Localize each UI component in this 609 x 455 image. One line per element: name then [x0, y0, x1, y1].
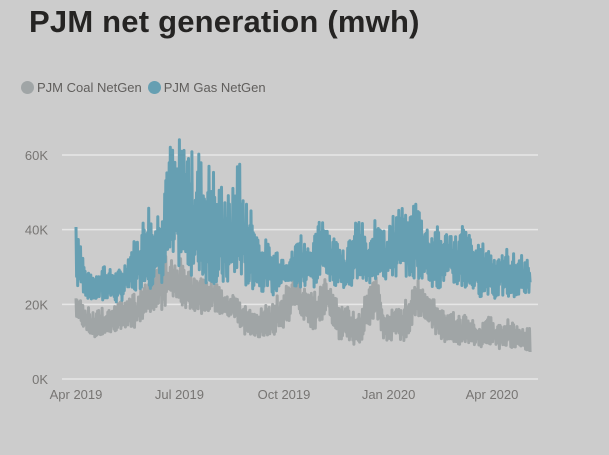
- x-tick-label: Jul 2019: [155, 387, 204, 402]
- x-axis: Apr 2019 Jul 2019 Oct 2019 Jan 2020 Apr 2020: [50, 387, 519, 402]
- y-tick-label: 20K: [25, 297, 48, 312]
- legend-label-coal: PJM Coal NetGen: [37, 80, 142, 95]
- legend-item-gas[interactable]: PJM Gas NetGen: [147, 80, 266, 95]
- series-line-coal[interactable]: [74, 255, 532, 353]
- x-tick-label: Apr 2020: [466, 387, 519, 402]
- chart-title: PJM net generation (mwh): [29, 4, 420, 39]
- x-tick-label: Apr 2019: [50, 387, 103, 402]
- x-tick-label: Oct 2019: [258, 387, 311, 402]
- legend: PJM Coal NetGen PJM Gas NetGen: [21, 80, 266, 95]
- legend-swatch-coal: [21, 81, 34, 94]
- legend-swatch-gas: [147, 81, 161, 94]
- series-line-gas[interactable]: [74, 138, 532, 304]
- y-tick-label: 0K: [32, 372, 48, 387]
- y-tick-label: 60K: [25, 148, 48, 163]
- y-tick-label: 40K: [25, 223, 48, 238]
- legend-label-gas: PJM Gas NetGen: [163, 80, 266, 95]
- legend-item-coal[interactable]: PJM Coal NetGen: [21, 80, 142, 95]
- x-tick-label: Jan 2020: [362, 387, 416, 402]
- y-axis: 0K 20K 40K 60K: [25, 148, 48, 387]
- series-layer: [74, 138, 532, 353]
